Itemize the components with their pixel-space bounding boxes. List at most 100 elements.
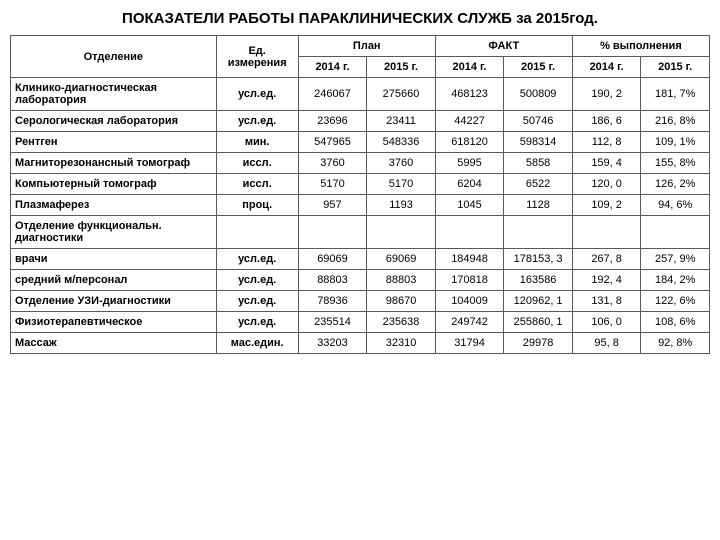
row-value: 159, 4 (572, 153, 641, 174)
row-value: 32310 (367, 333, 436, 354)
row-label: врачи (11, 249, 217, 270)
row-value: 246067 (298, 78, 367, 111)
row-value: 6204 (435, 174, 504, 195)
table-row: Компьютерный томографиссл.51705170620465… (11, 174, 710, 195)
row-value: 5170 (298, 174, 367, 195)
row-value: 23411 (367, 111, 436, 132)
row-value: 184948 (435, 249, 504, 270)
row-label: Серологическая лаборатория (11, 111, 217, 132)
row-value: 6522 (504, 174, 573, 195)
row-value (641, 216, 710, 249)
row-value: 249742 (435, 312, 504, 333)
row-value: 257, 9% (641, 249, 710, 270)
col-pct-2014: 2014 г. (572, 57, 641, 78)
row-value: 88803 (367, 270, 436, 291)
table-row: врачиусл.ед.6906969069184948178153, 3267… (11, 249, 710, 270)
row-value: 50746 (504, 111, 573, 132)
row-value: 31794 (435, 333, 504, 354)
row-value: 1045 (435, 195, 504, 216)
row-label: Массаж (11, 333, 217, 354)
col-plan: План (298, 36, 435, 57)
row-value: 267, 8 (572, 249, 641, 270)
row-value: 275660 (367, 78, 436, 111)
row-value: 3760 (367, 153, 436, 174)
row-value: 126, 2% (641, 174, 710, 195)
row-label: Компьютерный томограф (11, 174, 217, 195)
row-value: 78936 (298, 291, 367, 312)
row-label: Рентген (11, 132, 217, 153)
row-value: 69069 (367, 249, 436, 270)
row-value: 186, 6 (572, 111, 641, 132)
row-value: 88803 (298, 270, 367, 291)
row-label: Клинико-диагностическая лаборатория (11, 78, 217, 111)
row-label: Магниторезонансный томограф (11, 153, 217, 174)
row-value: 235514 (298, 312, 367, 333)
row-unit: мин. (216, 132, 298, 153)
row-unit: мас.един. (216, 333, 298, 354)
col-plan-2015: 2015 г. (367, 57, 436, 78)
table-row: средний м/персоналусл.ед.888038880317081… (11, 270, 710, 291)
col-pct: % выполнения (572, 36, 709, 57)
row-label: Отделение функциональн. диагностики (11, 216, 217, 249)
row-value: 170818 (435, 270, 504, 291)
row-label: Физиотерапевтическое (11, 312, 217, 333)
row-value: 98670 (367, 291, 436, 312)
table-row: Плазмаферезпроц.957119310451128109, 294,… (11, 195, 710, 216)
row-value: 155, 8% (641, 153, 710, 174)
row-value: 44227 (435, 111, 504, 132)
row-value: 3760 (298, 153, 367, 174)
row-value: 235638 (367, 312, 436, 333)
row-value: 94, 6% (641, 195, 710, 216)
row-value: 5170 (367, 174, 436, 195)
col-dept: Отделение (11, 36, 217, 78)
row-value: 131, 8 (572, 291, 641, 312)
row-value: 95, 8 (572, 333, 641, 354)
row-label: средний м/персонал (11, 270, 217, 291)
row-label: Отделение УЗИ-диагностики (11, 291, 217, 312)
row-label: Плазмаферез (11, 195, 217, 216)
row-value: 598314 (504, 132, 573, 153)
row-unit: усл.ед. (216, 270, 298, 291)
page-title: ПОКАЗАТЕЛИ РАБОТЫ ПАРАКЛИНИЧЕСКИХ СЛУЖБ … (0, 0, 720, 35)
row-unit: проц. (216, 195, 298, 216)
col-fact-2014: 2014 г. (435, 57, 504, 78)
row-value: 1193 (367, 195, 436, 216)
table-row: Отделение УЗИ-диагностикиусл.ед.78936986… (11, 291, 710, 312)
table-row: Магниторезонансный томографиссл.37603760… (11, 153, 710, 174)
row-value: 106, 0 (572, 312, 641, 333)
header-row-1: Отделение Ед. измерения План ФАКТ % выпо… (11, 36, 710, 57)
row-unit: иссл. (216, 153, 298, 174)
row-value: 255860, 1 (504, 312, 573, 333)
table-row: Отделение функциональн. диагностики (11, 216, 710, 249)
table-row: Массажмас.един.3320332310317942997895, 8… (11, 333, 710, 354)
row-value: 957 (298, 195, 367, 216)
row-value: 163586 (504, 270, 573, 291)
row-value: 108, 6% (641, 312, 710, 333)
row-value: 92, 8% (641, 333, 710, 354)
col-unit: Ед. измерения (216, 36, 298, 78)
row-value: 178153, 3 (504, 249, 573, 270)
row-value: 547965 (298, 132, 367, 153)
row-value (367, 216, 436, 249)
row-value: 109, 2 (572, 195, 641, 216)
row-unit: усл.ед. (216, 111, 298, 132)
row-unit: усл.ед. (216, 249, 298, 270)
row-value: 1128 (504, 195, 573, 216)
col-fact-2015: 2015 г. (504, 57, 573, 78)
row-value: 5995 (435, 153, 504, 174)
row-value: 29978 (504, 333, 573, 354)
row-value: 120962, 1 (504, 291, 573, 312)
row-value: 5858 (504, 153, 573, 174)
row-value: 468123 (435, 78, 504, 111)
row-value: 181, 7% (641, 78, 710, 111)
row-value: 122, 6% (641, 291, 710, 312)
row-value: 112, 8 (572, 132, 641, 153)
row-value: 104009 (435, 291, 504, 312)
row-value (572, 216, 641, 249)
row-unit: усл.ед. (216, 291, 298, 312)
row-value: 192, 4 (572, 270, 641, 291)
row-value: 190, 2 (572, 78, 641, 111)
row-value (504, 216, 573, 249)
row-value: 184, 2% (641, 270, 710, 291)
row-unit (216, 216, 298, 249)
